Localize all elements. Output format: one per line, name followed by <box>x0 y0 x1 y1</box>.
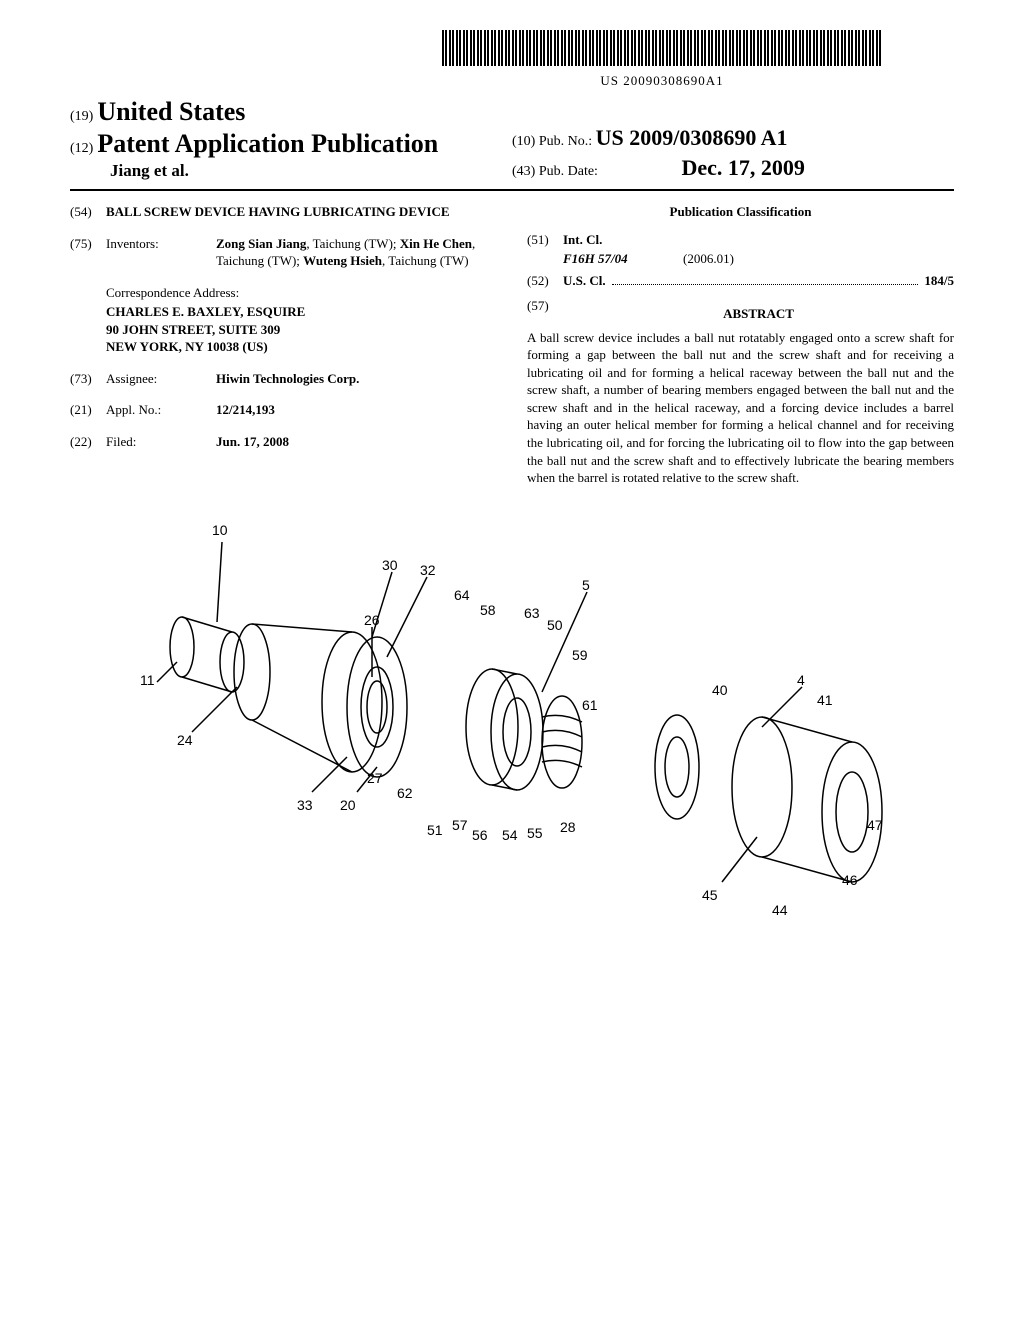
applno-label: Appl. No.: <box>106 401 216 419</box>
assignee-label: Assignee: <box>106 370 216 388</box>
intcl-year: (2006.01) <box>683 250 734 268</box>
uscl-label: U.S. Cl. <box>563 272 606 290</box>
figure-ref-label: 44 <box>772 902 788 918</box>
correspondence-label: Correspondence Address: <box>106 284 497 302</box>
uscl-value: 184/5 <box>924 272 954 290</box>
correspondence-value: CHARLES E. BAXLEY, ESQUIRE 90 JOHN STREE… <box>106 303 497 356</box>
filed-inid: (22) <box>70 433 106 451</box>
figure-ref-label: 5 <box>582 577 590 593</box>
figure-ref-label: 54 <box>502 827 518 843</box>
figure-ref-label: 50 <box>547 617 563 633</box>
pubno-value: US 2009/0308690 A1 <box>596 125 788 150</box>
figure-ref-label: 20 <box>340 797 356 813</box>
uscl-inid: (52) <box>527 272 563 290</box>
figure-ref-label: 47 <box>867 817 883 833</box>
pubdate-value: Dec. 17, 2009 <box>681 155 804 180</box>
applno-value: 12/214,193 <box>216 401 497 419</box>
figure-ref-label: 46 <box>842 872 858 888</box>
figure-ref-label: 32 <box>420 562 436 578</box>
inid-country: (19) <box>70 109 93 124</box>
assignee-inid: (73) <box>70 370 106 388</box>
abstract-header: ABSTRACT <box>563 305 954 323</box>
figure-ref-label: 59 <box>572 647 588 663</box>
figure-ref-label: 63 <box>524 605 540 621</box>
figure-ref-label: 58 <box>480 602 496 618</box>
intcl-inid: (51) <box>527 231 563 249</box>
classification-header: Publication Classification <box>527 203 954 221</box>
filed-value: Jun. 17, 2008 <box>216 433 497 451</box>
patent-figure: 10 11 24 30 32 33 20 26 27 62 64 58 57 51 56 54 55 63 5 50 5… <box>122 517 902 957</box>
figure-ref-label: 4 <box>797 672 805 688</box>
applno-inid: (21) <box>70 401 106 419</box>
figure-ref-label: 64 <box>454 587 470 603</box>
figure-ref-label: 11 <box>140 672 155 688</box>
figure-ref-label: 33 <box>297 797 313 813</box>
figure-ref-label: 24 <box>177 732 193 748</box>
figure-ref-label: 61 <box>582 697 598 713</box>
title-value: BALL SCREW DEVICE HAVING LUBRICATING DEV… <box>106 203 497 221</box>
inventors-value: Zong Sian Jiang, Taichung (TW); Xin He C… <box>216 235 497 270</box>
figure-ref-label: 41 <box>817 692 833 708</box>
intcl-code: F16H 57/04 <box>563 250 683 268</box>
figure-ref-label: 40 <box>712 682 728 698</box>
inventors-label: Inventors: <box>106 235 216 270</box>
figure-ref-label: 28 <box>560 819 576 835</box>
figure-ref-label: 55 <box>527 825 543 841</box>
doc-type: Patent Application Publication <box>97 129 438 158</box>
figure-ref-label: 30 <box>382 557 398 573</box>
title-inid: (54) <box>70 203 106 221</box>
country-name: United States <box>97 97 245 126</box>
abstract-text: A ball screw device includes a ball nut … <box>527 329 954 487</box>
figure-ref-label: 26 <box>364 612 380 628</box>
pubdate-label: Pub. Date: <box>539 164 598 179</box>
inid-doctype: (12) <box>70 141 93 156</box>
figure-ref-label: 45 <box>702 887 718 903</box>
barcode-graphic <box>442 30 882 66</box>
figure-ref-label: 57 <box>452 817 468 833</box>
figure-ref-label: 56 <box>472 827 488 843</box>
authors: Jiang et al. <box>110 161 189 180</box>
figure-ref-label: 10 <box>212 522 228 538</box>
inid-pubdate: (43) <box>512 164 535 179</box>
inventors-inid: (75) <box>70 235 106 270</box>
inid-pubno: (10) <box>512 134 535 149</box>
assignee-value: Hiwin Technologies Corp. <box>216 370 497 388</box>
figure-ref-label: 27 <box>367 770 383 786</box>
filed-label: Filed: <box>106 433 216 451</box>
intcl-label: Int. Cl. <box>563 231 602 249</box>
abstract-inid: (57) <box>527 297 563 329</box>
pubno-label: Pub. No.: <box>539 134 592 149</box>
barcode-text: US 20090308690A1 <box>370 73 954 89</box>
figure-ref-label: 51 <box>427 822 443 838</box>
figure-ref-label: 62 <box>397 785 413 801</box>
